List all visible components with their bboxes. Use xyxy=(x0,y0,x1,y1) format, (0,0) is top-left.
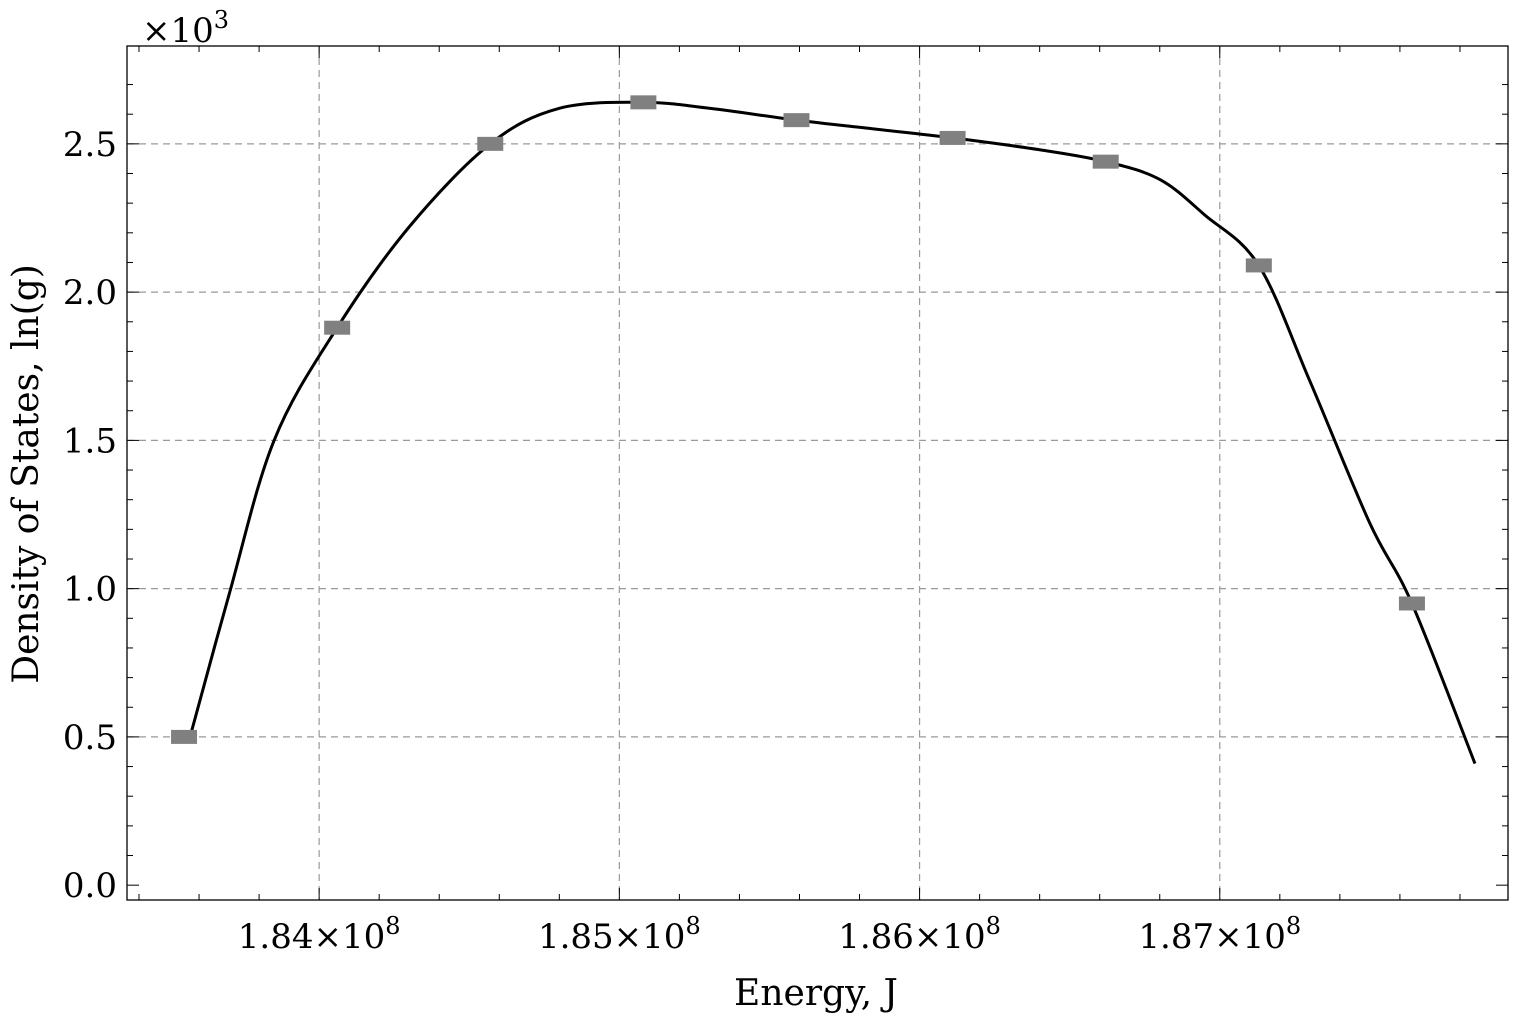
data-point-marker xyxy=(630,95,657,110)
y-tick-label: 1.5 xyxy=(63,421,117,461)
data-point-marker xyxy=(1092,154,1119,169)
y-tick-label: 0.0 xyxy=(63,866,117,906)
y-multiplier-label: ×103 xyxy=(142,6,229,51)
y-tick-labels: 0.0 0.5 1.0 1.5 2.0 2.5 xyxy=(63,125,117,906)
data-point-marker xyxy=(324,320,351,335)
fit-curve xyxy=(188,100,1477,765)
data-point-marker xyxy=(477,136,504,151)
plot-border xyxy=(126,45,1509,901)
x-tick-labels: 1.84×108 1.85×108 1.86×108 1.87×108 xyxy=(238,912,1301,957)
x-axis-title: Energy, J xyxy=(734,973,898,1014)
x-tick-label: 1.85×108 xyxy=(538,912,701,957)
x-tick-label: 1.84×108 xyxy=(238,912,401,957)
y-tick-label: 1.0 xyxy=(63,570,117,610)
data-point-marker xyxy=(1398,596,1425,611)
data-point-marker xyxy=(939,130,966,145)
plot-frame xyxy=(126,45,1509,901)
data-point-marker xyxy=(1245,258,1272,273)
y-tick-label: 0.5 xyxy=(63,718,117,758)
x-tick-label: 1.87×108 xyxy=(1138,912,1301,957)
y-axis-title: Density of States, ln(g) xyxy=(6,264,47,684)
data-point-marker xyxy=(171,729,198,744)
y-tick-label: 2.0 xyxy=(63,273,117,313)
minor-ticks xyxy=(127,46,1508,900)
x-tick-label: 1.86×108 xyxy=(838,912,1001,957)
data-point-marker xyxy=(783,113,810,128)
fit-curve-group xyxy=(188,100,1477,765)
y-tick-label: 2.5 xyxy=(63,125,117,165)
grid-lines xyxy=(127,46,1508,900)
data-markers xyxy=(171,95,1425,744)
